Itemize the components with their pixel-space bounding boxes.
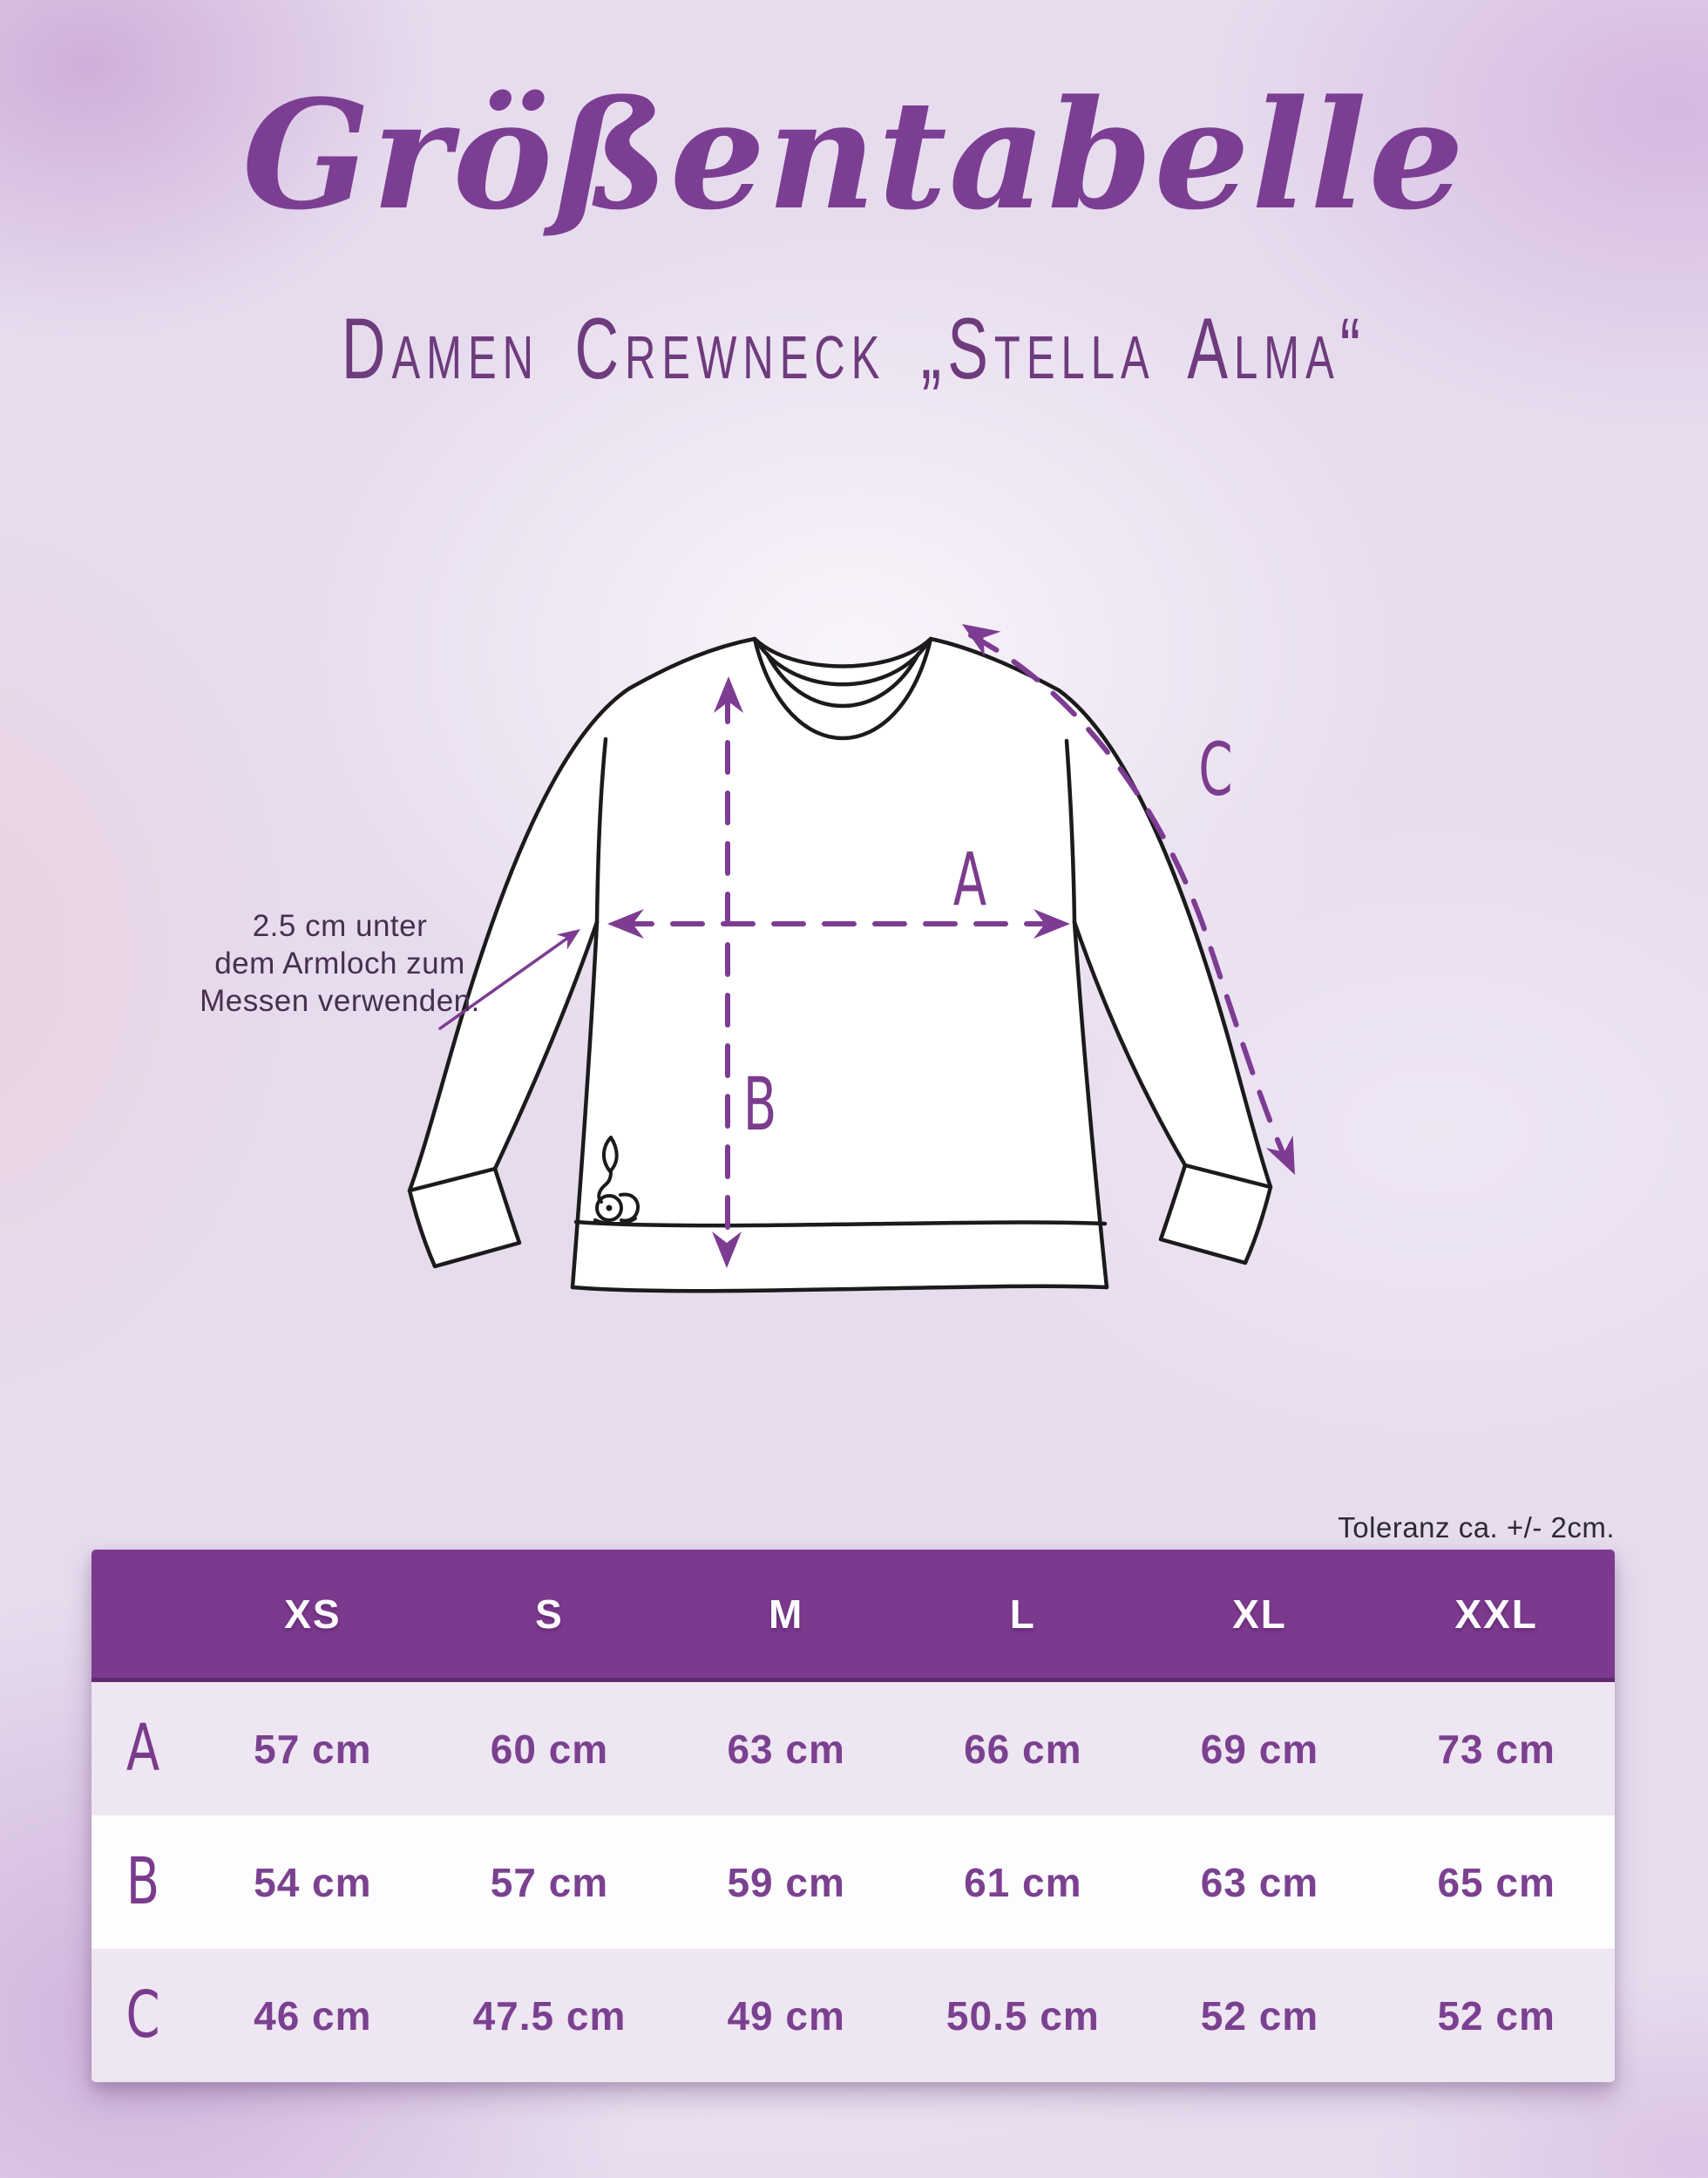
column-header-xl: XL — [1232, 1591, 1287, 1637]
cell-c-xl: 52 cm — [1200, 1992, 1319, 2039]
cell-b-xl: 63 cm — [1200, 1859, 1319, 1905]
arrowhead-c-bottom — [1265, 1135, 1295, 1175]
arrowhead-b-bottom — [712, 1231, 742, 1268]
left-sleeve-underside — [492, 919, 600, 1171]
size-table-header: XS S M L XL XXL — [92, 1550, 1615, 1682]
arrowhead-a-left — [607, 909, 644, 939]
cell-b-m: 59 cm — [727, 1859, 845, 1905]
cell-c-l: 50.5 cm — [946, 1992, 1100, 2039]
right-sleeve-outer-edge — [928, 636, 1273, 1190]
annotation-arrow-line — [438, 933, 573, 1030]
hem-bottom-edge — [570, 1284, 1109, 1293]
measure-label-a: A — [953, 837, 986, 922]
measure-label-c: C — [1198, 727, 1232, 812]
cell-b-xs: 54 cm — [254, 1859, 372, 1905]
left-sleeve-outer-edge — [407, 636, 757, 1193]
row-letter-b: B — [125, 1844, 160, 1920]
cell-b-l: 61 cm — [964, 1859, 1082, 1905]
measurement-lines — [438, 633, 1287, 1255]
cell-c-xxl: 52 cm — [1437, 1992, 1556, 2039]
collar-outer-edge — [752, 636, 933, 741]
arrowhead-a-right — [1034, 909, 1070, 939]
cell-a-xl: 69 cm — [1200, 1726, 1319, 1772]
candle-holder-dot — [606, 1204, 613, 1211]
tolerance-note: Toleranz ca. +/- 2cm. — [1338, 1511, 1615, 1544]
arrowhead-annotation — [556, 929, 580, 950]
column-header-l: L — [1009, 1591, 1036, 1637]
candle-holder — [595, 1194, 623, 1222]
cell-a-l: 66 cm — [964, 1726, 1082, 1772]
right-shoulder-seam — [1064, 738, 1077, 925]
column-header-xs: XS — [284, 1591, 342, 1637]
cell-c-m: 49 cm — [727, 1992, 845, 2039]
candle-flame — [602, 1136, 619, 1173]
left-shoulder-seam — [594, 736, 608, 925]
cell-a-xs: 57 cm — [254, 1726, 372, 1772]
sweater-outline — [407, 636, 1273, 1293]
candle-base — [593, 1217, 637, 1226]
measurement-arrowheads — [556, 624, 1295, 1268]
candle-stem — [597, 1170, 613, 1204]
cell-a-s: 60 cm — [490, 1726, 609, 1772]
page-title: Größentabelle — [241, 66, 1467, 243]
candle-logo-icon — [593, 1136, 640, 1226]
left-cuff — [407, 1166, 522, 1269]
sweater-silhouette — [410, 639, 1271, 1292]
collar-top-edge — [752, 636, 933, 668]
column-header-xxl: XXL — [1454, 1591, 1538, 1637]
size-table: XS S M L XL XXL A 57 cm 60 cm 63 cm 66 c… — [92, 1550, 1615, 2082]
right-sleeve-underside — [1072, 919, 1188, 1168]
table-row-c: C 46 cm 47.5 cm 49 cm 50.5 cm 52 cm 52 c… — [92, 1949, 1615, 2082]
cell-c-xs: 46 cm — [254, 1992, 372, 2039]
cell-b-xxl: 65 cm — [1437, 1859, 1556, 1905]
page-subtitle: Damen Crewneck „Stella Alma“ — [341, 300, 1367, 397]
table-row-a: A 57 cm 60 cm 63 cm 66 cm 69 cm 73 cm — [92, 1682, 1615, 1815]
cell-a-m: 63 cm — [727, 1726, 845, 1772]
column-header-m: M — [768, 1591, 804, 1637]
body-right-edge — [1072, 919, 1109, 1290]
column-header-s: S — [535, 1591, 564, 1637]
cell-a-xxl: 73 cm — [1437, 1726, 1556, 1772]
measure-labels: A B C — [743, 727, 1233, 1147]
body-left-edge — [570, 919, 600, 1290]
collar-rib-line-2 — [764, 651, 921, 709]
arrowhead-b-top — [714, 676, 743, 713]
cell-c-s: 47.5 cm — [472, 1992, 627, 2039]
table-row-b: B 54 cm 57 cm 59 cm 61 cm 63 cm 65 cm — [92, 1815, 1615, 1949]
measure-label-b: B — [743, 1062, 777, 1147]
size-table-corner-cell — [92, 1550, 194, 1678]
hem-band-top-line — [573, 1219, 1108, 1228]
cell-b-s: 57 cm — [490, 1859, 609, 1905]
collar-rib-line-1 — [757, 643, 928, 687]
armhole-annotation: 2.5 cm unter dem Armloch zum Messen verw… — [200, 909, 480, 1018]
right-cuff — [1158, 1163, 1273, 1265]
arrowhead-c-top — [962, 624, 1001, 657]
row-letter-a: A — [125, 1711, 160, 1787]
row-letter-c: C — [125, 1978, 160, 2053]
